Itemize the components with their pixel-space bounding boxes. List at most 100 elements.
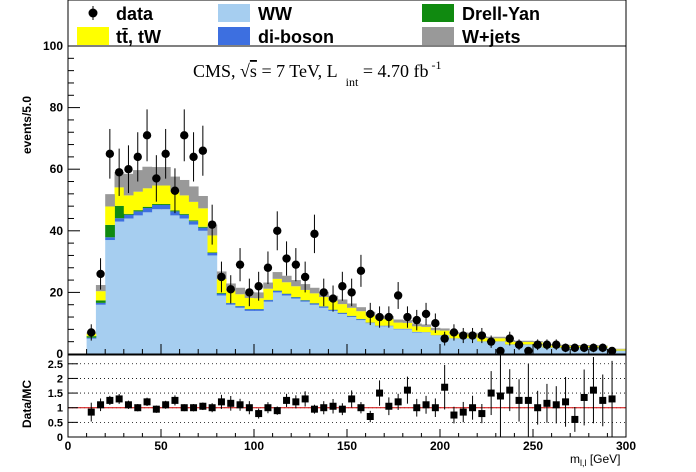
data-point-31 <box>375 306 384 328</box>
ratio-ytick-label-1: 0.5 <box>48 417 63 429</box>
data-point-3 <box>114 148 124 196</box>
ratio-panel: 00.511.522.5 0 50 100 150 200 250 300 Data/MC … <box>20 354 636 468</box>
legend-label-data: data <box>116 4 154 24</box>
lumi-superscript: -1 <box>432 58 442 72</box>
legend-label-ww: WW <box>258 4 292 24</box>
ratio-point-20 <box>273 406 281 415</box>
bar-wj-11 <box>188 186 199 202</box>
data-point-43 <box>486 335 496 348</box>
ratio-marker-48 <box>534 404 542 412</box>
bar-vv-28 <box>347 316 357 318</box>
data-marker-23 <box>300 272 310 282</box>
bar-wj-36 <box>421 324 432 327</box>
cms-label: CMS, <box>193 61 240 81</box>
data-marker-46 <box>514 340 524 349</box>
data-marker-8 <box>161 149 170 158</box>
ratio-point-40 <box>459 401 467 423</box>
ratio-point-21 <box>283 393 291 407</box>
data-marker-7 <box>152 174 161 183</box>
data-marker-47 <box>524 346 533 356</box>
data-point-36 <box>421 302 431 326</box>
bar-ww-31 <box>374 326 385 354</box>
bar-ttw-18 <box>254 298 264 310</box>
bar-vv-33 <box>393 328 404 330</box>
bar-ttw-20 <box>272 278 283 291</box>
data-point-1 <box>96 258 105 290</box>
ratio-marker-30 <box>366 413 374 420</box>
data-marker-33 <box>393 291 403 300</box>
ratio-point-3 <box>115 393 123 404</box>
data-marker-11 <box>189 152 198 162</box>
data-marker-15 <box>226 285 235 294</box>
ratio-point-29 <box>357 402 365 414</box>
bar-dy-14 <box>216 293 227 294</box>
cms-annotation: CMS, √s = 7 TeV, L int = 4.70 fb -1 <box>193 58 442 89</box>
x-axis-label: ml,l [GeV] <box>570 452 621 468</box>
ratio-point-53 <box>580 369 588 426</box>
ratio-point-0 <box>87 402 95 422</box>
ratio-marker-53 <box>580 393 588 401</box>
bar-vv-1 <box>95 302 106 305</box>
ratio-point-27 <box>338 403 346 416</box>
data-point-49 <box>542 339 552 351</box>
ratio-marker-7 <box>152 405 160 413</box>
data-point-19 <box>263 251 273 285</box>
ratio-point-31 <box>376 380 384 406</box>
data-point-56 <box>607 346 617 356</box>
bar-vv-7 <box>151 204 162 210</box>
bar-wj-19 <box>263 282 273 289</box>
bar-vv-21 <box>281 293 292 296</box>
ratio-marker-33 <box>394 398 402 406</box>
data-marker-26 <box>328 294 338 303</box>
bar-vv-19 <box>263 300 273 302</box>
ratio-point-42 <box>478 404 486 424</box>
bar-wj-47 <box>523 340 534 342</box>
bar-wj-12 <box>198 195 208 209</box>
ratio-marker-22 <box>292 398 300 406</box>
bar-wj-16 <box>235 287 246 295</box>
bar-ww-28 <box>347 317 357 354</box>
data-marker-31 <box>375 312 384 322</box>
data-points <box>87 109 617 356</box>
data-point-0 <box>87 324 96 341</box>
legend-swatch-ww <box>218 4 250 22</box>
ratio-marker-29 <box>357 404 365 412</box>
data-marker-24 <box>310 229 319 239</box>
bar-vv-9 <box>170 211 180 216</box>
bar-ttw-10 <box>179 195 190 214</box>
bar-dy-2 <box>105 224 115 238</box>
ratio-marker-46 <box>515 396 523 404</box>
ratio-point-25 <box>320 401 328 415</box>
data-point-37 <box>431 313 440 333</box>
bar-vv-25 <box>319 306 329 308</box>
bar-vv-8 <box>161 204 171 210</box>
bar-ww-12 <box>198 230 208 354</box>
bar-ww-2 <box>105 240 115 354</box>
ratio-marker-26 <box>329 402 337 410</box>
data-marker-0 <box>87 328 96 337</box>
bar-ww-6 <box>142 212 153 354</box>
data-marker-4 <box>124 165 133 174</box>
ratio-xtick-label-4: 200 <box>430 439 450 453</box>
bar-ttw-12 <box>198 208 208 227</box>
data-point-50 <box>552 339 561 351</box>
bar-ww-29 <box>356 320 366 354</box>
main-ytick-label-4: 80 <box>50 101 64 115</box>
ratio-xtick-label-6: 300 <box>616 439 636 453</box>
bar-vv-22 <box>291 297 301 299</box>
bar-wj-38 <box>440 328 450 331</box>
data-point-45 <box>505 331 514 346</box>
bar-vv-10 <box>179 214 190 219</box>
energy-label: = 7 TeV, L <box>257 61 338 81</box>
data-marker-25 <box>319 288 328 297</box>
bar-vv-6 <box>142 208 153 213</box>
ratio-point-12 <box>199 402 207 411</box>
data-point-24 <box>310 214 319 254</box>
data-point-54 <box>589 343 598 353</box>
bar-dy-8 <box>161 204 171 205</box>
data-point-27 <box>338 271 347 301</box>
data-point-40 <box>459 327 468 344</box>
ratio-xtick-label-0: 0 <box>65 439 72 453</box>
data-marker-18 <box>254 282 263 291</box>
ratio-point-11 <box>190 404 198 412</box>
